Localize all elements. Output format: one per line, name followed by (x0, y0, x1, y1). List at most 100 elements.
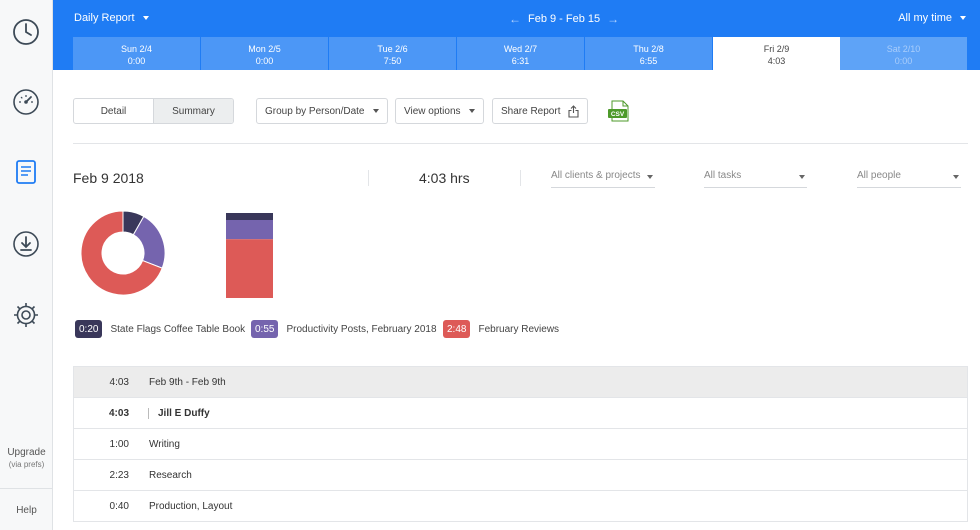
view-mode-toggle: Detail Summary (73, 98, 234, 124)
day-value: 0:00 (255, 56, 274, 66)
project-stacked-bar (226, 213, 273, 298)
tab-day-sat[interactable]: Sat 2/10 0:00 (840, 37, 968, 70)
table-row[interactable]: 1:00 Writing (74, 429, 967, 460)
summary-table: 4:03 Feb 9th - Feb 9th 4:03 Jill E Duffy 1… (73, 366, 968, 522)
view-options-label: View options (404, 105, 461, 117)
row-duration: 4:03 (108, 407, 129, 419)
day-tabs: Sun 2/4 0:00 Mon 2/5 0:00 Tue 2/6 7:50 Wed … (73, 37, 968, 70)
report-date: Feb 9 2018 (73, 170, 144, 186)
upgrade-sub-label: (via prefs) (8, 460, 45, 469)
csv-export-icon[interactable]: CSV (607, 100, 631, 122)
chevron-down-icon (468, 109, 475, 113)
row-label: Research (149, 469, 192, 481)
stacked-bar-segment (226, 213, 273, 220)
clock-icon[interactable] (11, 17, 41, 47)
table-row[interactable]: 0:40 Production, Layout (74, 491, 967, 522)
legend-item: 0:20 State Flags Coffee Table Book (75, 320, 245, 338)
chevron-down-icon (799, 175, 805, 179)
total-hours: 4:03 hrs (419, 170, 470, 186)
tab-day-fri[interactable]: Fri 2/9 4:03 (713, 37, 840, 70)
day-value: 0:00 (894, 56, 913, 66)
report-icon[interactable] (11, 157, 41, 187)
chevron-down-icon (142, 16, 149, 21)
legend-time-chip: 2:48 (443, 320, 471, 338)
detail-button[interactable]: Detail (100, 105, 127, 117)
help-link[interactable]: Help (16, 505, 37, 516)
csv-label: CSV (611, 111, 625, 118)
day-label: Sun 2/4 (120, 44, 153, 54)
next-week-arrow-icon[interactable]: → (607, 12, 620, 26)
sidebar-divider (0, 488, 53, 489)
legend-label: February Reviews (478, 323, 560, 335)
day-value: 6:31 (511, 56, 530, 66)
summary-button[interactable]: Summary (153, 99, 233, 123)
date-range-label: Feb 9 - Feb 15 (528, 13, 601, 25)
legend-label: Productivity Posts, February 2018 (286, 323, 437, 335)
row-duration: 4:03 (109, 376, 129, 388)
date-range-nav: ← Feb 9 - Feb 15 → (509, 12, 619, 26)
chevron-down-icon (647, 175, 653, 179)
day-label: Fri 2/9 (763, 44, 790, 54)
day-value: 6:55 (639, 56, 658, 66)
divider (520, 170, 521, 186)
share-report-button[interactable]: Share Report (492, 98, 589, 124)
row-label: Feb 9th - Feb 9th (149, 376, 226, 388)
stacked-bar-segment (226, 219, 273, 240)
time-filter-select[interactable]: All my time (898, 12, 966, 24)
project-donut-chart (80, 210, 166, 296)
time-filter-label: All my time (898, 12, 952, 24)
day-label: Tue 2/6 (377, 44, 408, 54)
row-label: Writing (149, 438, 180, 450)
donut-slice (80, 210, 163, 296)
row-duration: 0:40 (109, 500, 129, 512)
day-value: 4:03 (767, 56, 786, 66)
share-icon (568, 104, 580, 118)
tasks-filter-label: All tasks (704, 170, 742, 181)
legend-item: 0:55 Productivity Posts, February 2018 (251, 320, 437, 338)
group-by-dropdown[interactable]: Group by Person/Date (256, 98, 388, 124)
table-row[interactable]: 2:23 Research (74, 460, 967, 491)
group-by-label: Group by Person/Date (265, 105, 365, 117)
row-duration: 1:00 (109, 438, 129, 450)
view-options-dropdown[interactable]: View options (395, 98, 484, 124)
people-filter-label: All people (857, 170, 901, 181)
upgrade-link[interactable]: Upgrade (via prefs) (0, 447, 53, 469)
tab-day-thu[interactable]: Thu 2/8 6:55 (585, 37, 713, 70)
download-icon[interactable] (11, 229, 41, 259)
legend-item: 2:48 February Reviews (443, 320, 559, 338)
tab-day-mon[interactable]: Mon 2/5 0:00 (201, 37, 329, 70)
row-label: Jill E Duffy (158, 407, 210, 419)
chevron-down-icon (960, 16, 966, 21)
speedometer-icon[interactable] (11, 87, 41, 117)
tab-day-wed[interactable]: Wed 2/7 6:31 (457, 37, 585, 70)
chevron-down-icon (372, 109, 379, 113)
tab-day-sun[interactable]: Sun 2/4 0:00 (73, 37, 201, 70)
report-type-select[interactable]: Daily Report (74, 12, 149, 24)
row-divider (148, 407, 149, 419)
day-value: 0:00 (127, 56, 146, 66)
gear-icon[interactable] (11, 300, 41, 330)
row-duration: 2:23 (109, 469, 129, 481)
table-row-date-range[interactable]: 4:03 Feb 9th - Feb 9th (74, 367, 967, 398)
day-value: 7:50 (383, 56, 402, 66)
legend-time-chip: 0:20 (75, 320, 103, 338)
tasks-filter[interactable]: All tasks (704, 170, 807, 188)
clients-projects-filter[interactable]: All clients & projects (551, 170, 655, 188)
divider (368, 170, 369, 186)
report-header: Daily Report ← Feb 9 - Feb 15 → All my t… (53, 0, 980, 70)
upgrade-label[interactable]: Upgrade (7, 447, 46, 458)
day-label: Mon 2/5 (248, 44, 281, 54)
sidebar: Upgrade (via prefs) Help (0, 0, 53, 530)
share-report-label: Share Report (501, 105, 561, 117)
legend-label: State Flags Coffee Table Book (110, 323, 246, 335)
day-label: Wed 2/7 (503, 44, 538, 54)
day-label: Thu 2/8 (633, 44, 664, 54)
stacked-bar-segment (226, 239, 273, 298)
table-row-person[interactable]: 4:03 Jill E Duffy (74, 398, 967, 429)
prev-week-arrow-icon[interactable]: ← (509, 12, 521, 26)
tab-day-tue[interactable]: Tue 2/6 7:50 (329, 37, 457, 70)
clients-projects-filter-label: All clients & projects (551, 170, 641, 181)
row-label: Production, Layout (149, 500, 233, 512)
people-filter[interactable]: All people (857, 170, 961, 188)
section-divider (73, 143, 968, 144)
